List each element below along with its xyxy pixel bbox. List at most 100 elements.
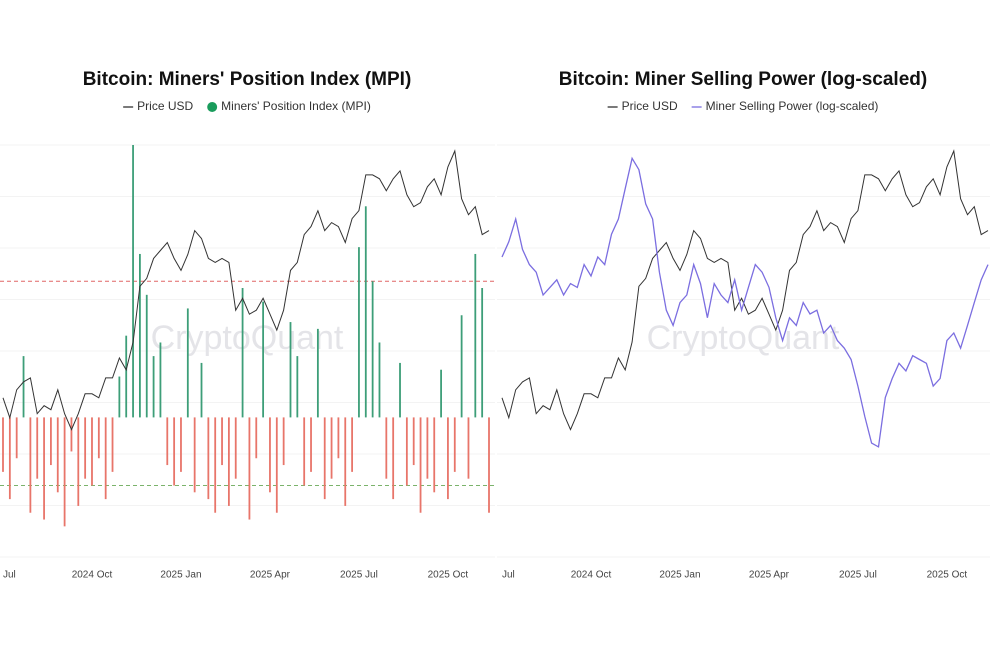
line-series <box>2 149 490 431</box>
legend: Price USD Miners' Position Index (MPI) <box>123 99 371 113</box>
bar <box>221 417 223 466</box>
chart-panel: CryptoQuant Bitcoin: Miners' Position Ind… <box>0 69 495 581</box>
bar <box>84 417 87 479</box>
bar <box>15 417 18 459</box>
bar <box>234 417 237 479</box>
x-tick-label: 2025 Jul <box>839 570 877 581</box>
x-tick-label: 2024 Oct <box>72 570 113 581</box>
bar <box>139 253 141 418</box>
x-tick-label: 2025 Jul <box>340 570 378 581</box>
bar <box>330 417 333 479</box>
x-tick-label: 2024 Oct <box>571 570 612 581</box>
chart-panel: CryptoQuant Bitcoin: Miner Selling Power … <box>497 69 990 581</box>
bar <box>364 206 367 418</box>
bar <box>166 417 169 466</box>
bar <box>310 417 312 472</box>
bar <box>77 417 80 506</box>
x-tick-label: 2025 Oct <box>428 570 469 581</box>
x-tick-label: Jul <box>502 570 515 581</box>
bar <box>241 288 244 418</box>
watermark: CryptoQuant <box>151 319 344 357</box>
bar <box>70 417 73 452</box>
line-series <box>501 149 989 431</box>
chart-title: Bitcoin: Miners' Position Index (MPI) <box>83 69 412 90</box>
bar <box>91 417 93 486</box>
legend-label: Miner Selling Power (log-scaled) <box>706 99 879 113</box>
bar <box>111 417 114 472</box>
bar <box>296 356 299 418</box>
bar <box>344 417 347 506</box>
bar <box>337 417 340 459</box>
bar <box>193 417 196 493</box>
bar <box>426 417 429 479</box>
bar <box>358 247 360 418</box>
bar <box>43 417 45 520</box>
bar <box>207 417 210 500</box>
bar <box>29 417 32 513</box>
bar <box>22 356 25 418</box>
bar <box>316 328 319 418</box>
bar <box>132 145 134 418</box>
x-tick-label: 2025 Jan <box>160 570 201 581</box>
legend: Price USD Miner Selling Power (log-scaled… <box>607 99 879 113</box>
bar <box>433 417 436 493</box>
bar <box>378 342 381 418</box>
bar <box>56 417 59 493</box>
bar <box>118 376 121 418</box>
bar <box>200 362 203 418</box>
bar <box>405 417 408 486</box>
bar <box>173 417 176 486</box>
bar <box>97 417 100 459</box>
bar <box>488 417 490 513</box>
x-tick-label: 2025 Apr <box>250 570 291 581</box>
legend-label: Price USD <box>137 99 193 113</box>
legend-swatch <box>207 102 218 112</box>
bar <box>303 417 306 486</box>
bar <box>159 342 162 418</box>
legend-label: Miners' Position Index (MPI) <box>221 99 371 113</box>
bar <box>289 322 292 418</box>
x-tick-label: 2025 Jan <box>659 570 700 581</box>
bar <box>125 335 128 418</box>
bar <box>8 417 11 500</box>
chart-title: Bitcoin: Miner Selling Power (log-scaled… <box>559 69 927 90</box>
bar <box>474 253 477 418</box>
x-tick-label: Jul <box>3 570 16 581</box>
bar <box>186 308 189 418</box>
bar <box>152 356 155 418</box>
bar <box>262 301 265 418</box>
bar <box>50 417 52 466</box>
bar <box>282 417 285 466</box>
bar <box>392 417 395 500</box>
bar <box>255 417 258 459</box>
bar <box>385 417 388 479</box>
bar <box>248 417 251 520</box>
bar <box>63 417 66 527</box>
line-series <box>501 156 989 448</box>
bar <box>467 417 470 479</box>
bar <box>36 417 39 479</box>
bar <box>214 417 217 513</box>
bar <box>460 315 463 418</box>
bar <box>440 369 442 418</box>
bar <box>104 417 107 500</box>
bar <box>351 417 353 472</box>
x-tick-label: 2025 Oct <box>927 570 968 581</box>
bar <box>453 417 456 472</box>
bar <box>275 417 278 513</box>
bar <box>481 288 484 418</box>
bar <box>419 417 422 513</box>
bar <box>371 281 374 418</box>
bar <box>323 417 326 500</box>
bar <box>447 417 449 500</box>
bar <box>399 362 401 418</box>
x-tick-label: 2025 Apr <box>749 570 790 581</box>
bar <box>269 417 271 493</box>
bar <box>180 417 182 472</box>
watermark: CryptoQuant <box>647 319 840 357</box>
bar <box>412 417 415 466</box>
bar <box>2 417 4 472</box>
bar <box>227 417 230 506</box>
bar <box>145 294 148 418</box>
